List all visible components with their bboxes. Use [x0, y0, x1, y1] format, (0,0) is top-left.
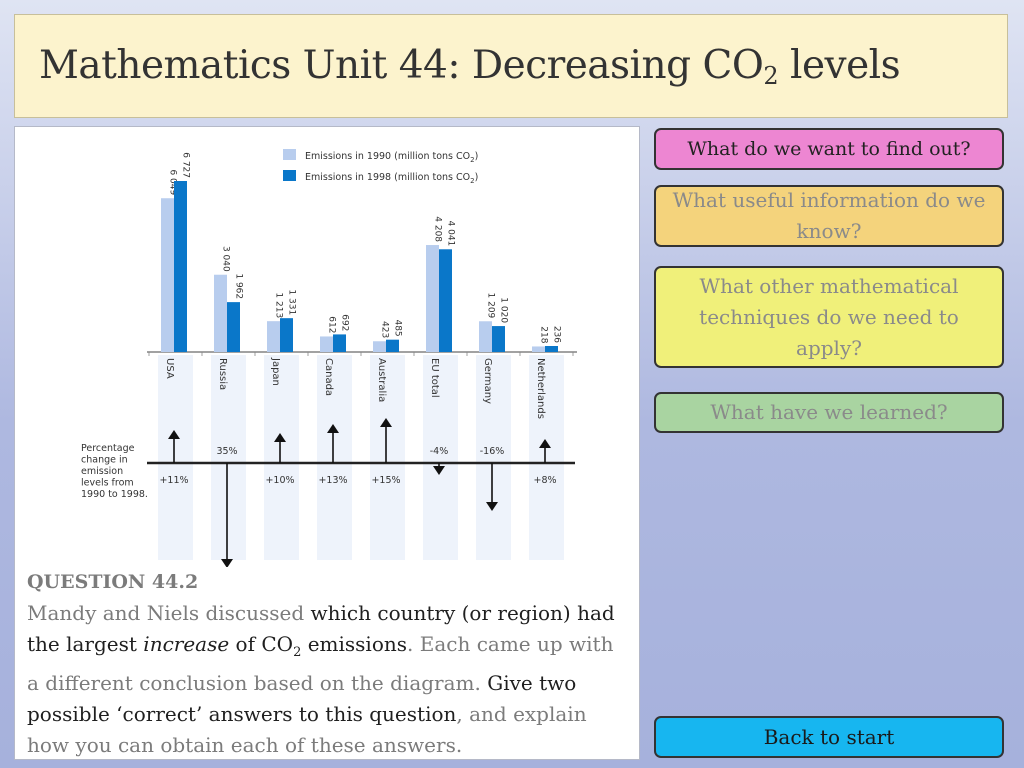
- bar-1998: [545, 346, 558, 352]
- bar-1990: [320, 336, 333, 352]
- percent-label: +8%: [533, 475, 556, 486]
- bar-value-label: 692: [340, 314, 350, 331]
- bar-value-label: 236: [552, 326, 562, 343]
- column-stripe: [211, 355, 246, 560]
- page-title: Mathematics Unit 44: Decreasing CO2 leve…: [39, 43, 901, 90]
- change-arrow-head: [539, 439, 551, 448]
- category-label: USA: [164, 358, 175, 379]
- question-block: QUESTION 44.2 Mandy and Niels discussed …: [27, 567, 631, 761]
- back-to-start-button[interactable]: Back to start: [654, 716, 1004, 758]
- bar-value-label: 485: [393, 319, 403, 336]
- category-label: EU total: [429, 358, 440, 398]
- title-bar: Mathematics Unit 44: Decreasing CO2 leve…: [14, 14, 1008, 118]
- bar-value-label: 612: [327, 316, 337, 333]
- change-arrow-head: [380, 418, 392, 427]
- column-stripe: [264, 355, 299, 560]
- bar-1990: [479, 321, 492, 352]
- bar-value-label: 6 727: [181, 152, 191, 178]
- bar-1998: [174, 181, 187, 352]
- bar-1990: [426, 245, 439, 352]
- change-arrow-head: [327, 424, 339, 433]
- bar-1990: [214, 274, 227, 352]
- bar-value-label: 1 209: [486, 293, 496, 319]
- category-label: Netherlands: [535, 358, 546, 419]
- chart-panel: 6 049 6 727 USA 3 040 1 962 Russia 1 213 1 331 J…: [14, 126, 640, 760]
- bar-1998: [333, 334, 346, 352]
- change-arrow-head: [168, 430, 180, 439]
- percent-label: +11%: [159, 475, 188, 486]
- category-label: Canada: [323, 358, 334, 396]
- question-title: QUESTION 44.2: [27, 571, 199, 593]
- change-arrow-head: [433, 466, 445, 475]
- change-arrow-head: [274, 433, 286, 442]
- percent-label: 35%: [216, 446, 237, 457]
- column-stripe: [529, 355, 564, 560]
- column-stripe: [158, 355, 193, 560]
- column-stripe: [476, 355, 511, 560]
- bar-value-label: 1 213: [274, 292, 284, 318]
- category-label: Japan: [270, 357, 281, 386]
- learned-button[interactable]: What have we learned?: [654, 392, 1004, 433]
- bar-value-label: 1 962: [234, 273, 244, 299]
- bar-value-label: 4 041: [446, 221, 456, 247]
- percent-label: +13%: [318, 475, 347, 486]
- percent-axis-label: emission: [81, 466, 123, 477]
- percent-axis-label: levels from: [81, 478, 134, 489]
- useful-info-button[interactable]: What useful information do we know?: [654, 185, 1004, 247]
- bar-1990: [373, 341, 386, 352]
- percent-axis-label: 1990 to 1998.: [81, 489, 148, 500]
- bar-value-label: 218: [539, 326, 549, 343]
- bar-1998: [227, 302, 240, 352]
- bar-1990: [161, 198, 174, 352]
- legend-label: Emissions in 1990 (million tons CO2): [305, 151, 478, 164]
- percent-label: +10%: [265, 475, 294, 486]
- category-label: Australia: [376, 358, 387, 402]
- bar-1998: [386, 339, 399, 352]
- column-stripe: [423, 355, 458, 560]
- bar-value-label: 423: [380, 321, 390, 338]
- category-label: Russia: [217, 358, 228, 390]
- legend-swatch: [283, 170, 296, 181]
- bar-value-label: 3 040: [221, 246, 231, 272]
- change-arrow-head: [486, 502, 498, 511]
- find-out-button[interactable]: What do we want to find out?: [654, 128, 1004, 170]
- bar-1990: [532, 346, 545, 352]
- change-arrow-head: [221, 559, 233, 567]
- percent-axis-label: change in: [81, 455, 128, 466]
- bar-value-label: 1 020: [499, 297, 509, 323]
- column-stripe: [370, 355, 405, 560]
- bar-1998: [280, 318, 293, 352]
- percent-label: +15%: [371, 475, 400, 486]
- percent-label: -4%: [430, 446, 449, 457]
- category-label: Germany: [482, 358, 493, 404]
- percent-label: -16%: [480, 446, 505, 457]
- question-text: Mandy and Niels discussed which country …: [27, 601, 615, 757]
- legend-label: Emissions in 1998 (million tons CO2): [305, 172, 478, 185]
- percent-axis-label: Percentage: [81, 443, 135, 454]
- techniques-button[interactable]: What other mathematical techniques do we…: [654, 266, 1004, 368]
- legend-swatch: [283, 149, 296, 160]
- bar-value-label: 4 208: [433, 216, 443, 242]
- bar-value-label: 6 049: [168, 169, 178, 195]
- bar-1990: [267, 321, 280, 352]
- column-stripe: [317, 355, 352, 560]
- bar-1998: [492, 326, 505, 352]
- bar-value-label: 1 331: [287, 289, 297, 315]
- bar-1998: [439, 249, 452, 352]
